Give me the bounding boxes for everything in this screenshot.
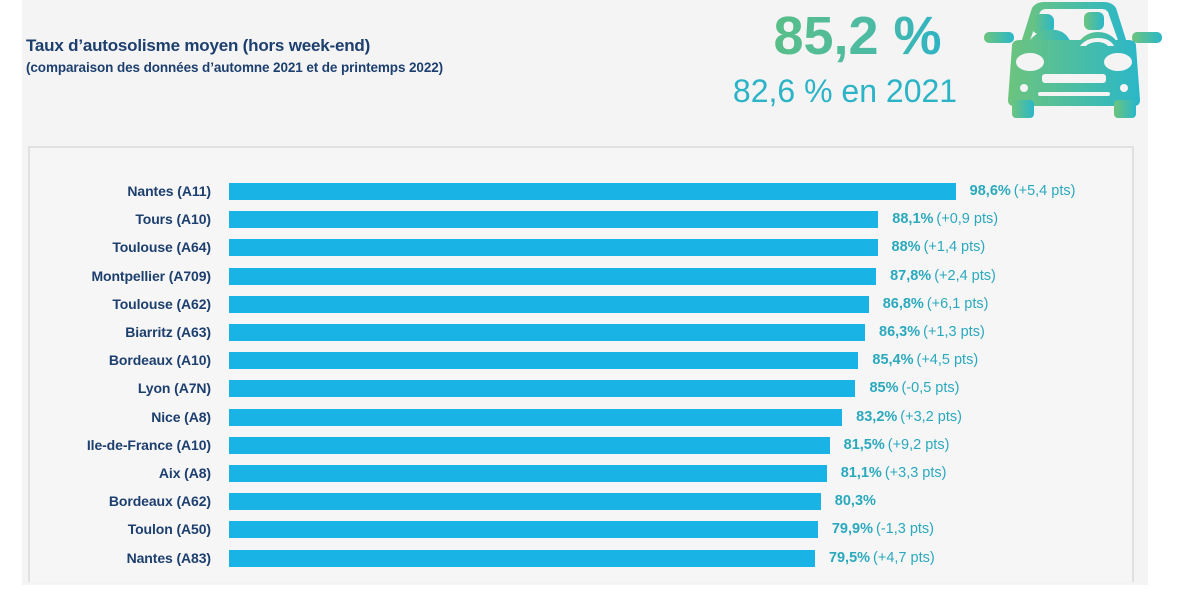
value-label: 79,5% (+4,7 pts) [829, 549, 935, 567]
bar [229, 521, 818, 539]
category-label: Toulouse (A62) [112, 295, 211, 312]
category-label: Ile-de-France (A10) [86, 436, 211, 453]
bar [229, 549, 815, 567]
headline-value: 85,2 % [740, 6, 975, 66]
chart-title: Taux d’autosolisme moyen (hors week-end) [26, 36, 371, 55]
category-label: Bordeaux (A10) [108, 352, 211, 369]
change-points: (+2,4 pts) [934, 267, 996, 284]
value-label: 86,3% (+1,3 pts) [879, 323, 985, 341]
category-label: Bordeaux (A62) [108, 493, 211, 510]
bar [229, 211, 879, 229]
change-points: (+1,3 pts) [923, 324, 985, 340]
value-percent: 83,2% [856, 408, 898, 425]
bar [229, 408, 843, 426]
category-label: Nice (A8) [151, 408, 211, 425]
value-percent: 88% [891, 239, 921, 256]
value-percent: 87,8% [890, 267, 932, 284]
value-label: 98,6% (+5,4 pts) [970, 182, 1076, 200]
category-label: Tours (A10) [135, 211, 211, 228]
change-points: (-0,5 pts) [901, 380, 960, 397]
category-label: Nantes (A11) [127, 183, 211, 199]
change-points: (+4,7 pts) [873, 549, 935, 566]
bar [229, 493, 821, 511]
value-percent: 98,6% [969, 183, 1011, 199]
value-label: 85% (-0,5 pts) [869, 379, 959, 397]
value-label: 86,8% (+6,1 pts) [883, 295, 989, 313]
category-label: Montpellier (A709) [91, 267, 211, 284]
value-percent: 85,4% [872, 352, 914, 369]
chart-panel: Nantes (A11) 98,6% (+5,4 pts) Tours (A10) 88… [28, 146, 1134, 582]
change-points: (+4,5 pts) [916, 352, 979, 369]
bar [229, 352, 859, 370]
value-label: 88,1% (+0,9 pts) [892, 210, 998, 228]
headline-previous-year: 82,6 % en 2021 [732, 73, 958, 109]
value-label: 87,8% (+2,4 pts) [890, 267, 996, 285]
bar [229, 183, 956, 200]
category-label: Toulouse (A64) [112, 239, 211, 256]
category-label: Nantes (A83) [126, 549, 211, 566]
bar [229, 465, 827, 482]
change-points: (+0,9 pts) [936, 211, 999, 228]
value-label: 88% (+1,4 pts) [892, 238, 986, 256]
bar [229, 239, 878, 257]
value-percent: 81,1% [840, 465, 882, 481]
value-label: 81,1% (+3,3 pts) [841, 464, 947, 482]
bar [229, 380, 856, 398]
bar [229, 267, 877, 285]
category-label: Biarritz (A63) [125, 324, 211, 340]
category-label: Lyon (A7N) [137, 380, 211, 397]
car-with-passengers-icon [984, 2, 1162, 118]
value-label: 83,2% (+3,2 pts) [856, 408, 962, 426]
value-percent: 86,3% [879, 324, 921, 340]
change-points: (-1,3 pts) [875, 521, 934, 538]
change-points: (+3,2 pts) [900, 408, 962, 425]
value-percent: 81,5% [843, 436, 885, 453]
value-label: 79,9% (-1,3 pts) [832, 520, 934, 538]
value-label: 80,3% [835, 492, 876, 510]
change-points: (+6,1 pts) [926, 295, 989, 312]
change-points: (+5,4 pts) [1013, 183, 1076, 199]
value-label: 81,5% (+9,2 pts) [844, 436, 950, 454]
bar [229, 295, 869, 313]
bar [229, 436, 830, 454]
value-label: 85,4% (+4,5 pts) [872, 351, 978, 369]
value-percent: 79,5% [828, 549, 871, 566]
chart-subtitle: (comparaison des données d’automne 2021 … [26, 60, 444, 75]
value-percent: 79,9% [831, 521, 873, 538]
bar [229, 324, 866, 341]
value-percent: 80,3% [834, 493, 876, 510]
value-percent: 86,8% [882, 295, 924, 312]
category-label: Toulon (A50) [127, 521, 211, 538]
change-points: (+1,4 pts) [923, 239, 986, 256]
value-percent: 88,1% [892, 211, 934, 228]
change-points: (+9,2 pts) [887, 436, 950, 453]
value-percent: 85% [869, 380, 899, 397]
category-label: Aix (A8) [158, 465, 211, 481]
change-points: (+3,3 pts) [884, 465, 947, 481]
